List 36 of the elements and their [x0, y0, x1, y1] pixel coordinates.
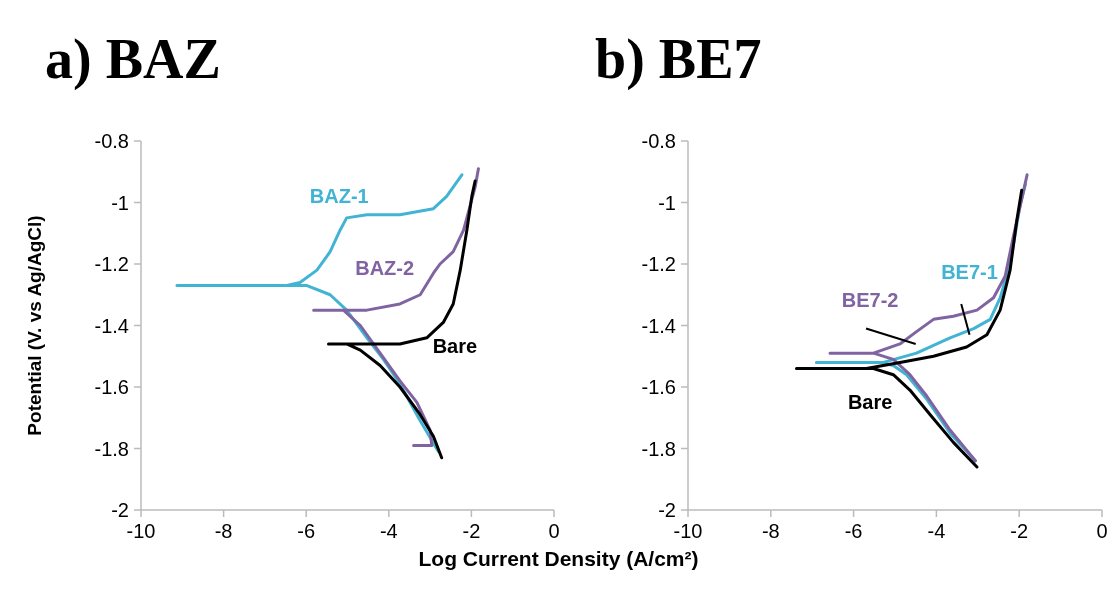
series-label: Bare [432, 335, 478, 358]
series-label: BAZ-1 [309, 184, 369, 207]
y-tick-label: -1.4 [641, 314, 676, 337]
y-tick-label: -1.2 [94, 253, 129, 275]
x-tick-label: -4 [379, 520, 398, 542]
x-tick-label: -8 [214, 520, 233, 542]
x-axis-title: Log Current Density (A/cm²) [418, 547, 699, 570]
y-tick-label: -1.4 [94, 314, 129, 337]
series-label: BE7-2 [841, 289, 899, 312]
y-tick-label: -1.8 [641, 437, 676, 460]
y-tick-label: -2 [658, 499, 676, 521]
y-tick-label: -1.6 [641, 376, 676, 398]
x-tick-label: -4 [927, 520, 946, 542]
series-label: Bare [847, 390, 893, 413]
x-tick-label: -2 [462, 520, 481, 542]
chart-title: a) BAZ [45, 28, 221, 91]
y-tick-label: -1.6 [94, 376, 129, 398]
y-tick-label: -1 [658, 191, 676, 214]
y-tick-label: -1.8 [94, 437, 129, 460]
x-tick-label: 0 [1096, 520, 1108, 542]
x-tick-label: -2 [1010, 520, 1029, 542]
x-tick-label: -10 [126, 520, 156, 542]
x-tick-label: 0 [548, 520, 560, 542]
y-tick-label: -0.8 [94, 130, 129, 152]
chart-title: b) BE7 [595, 28, 762, 91]
x-tick-label: -6 [844, 520, 863, 542]
x-tick-label: -10 [673, 520, 703, 542]
y-axis-title: Potential (V. vs Ag/AgCl) [24, 215, 45, 436]
y-tick-label: -2 [111, 499, 129, 521]
series-label: BAZ-2 [355, 256, 415, 279]
series-label: BE7-1 [941, 261, 998, 284]
x-tick-label: -8 [761, 520, 780, 542]
y-tick-label: -1.2 [641, 253, 676, 275]
x-tick-label: -6 [297, 520, 316, 542]
y-tick-label: -1 [111, 191, 129, 214]
y-tick-label: -0.8 [641, 130, 676, 152]
